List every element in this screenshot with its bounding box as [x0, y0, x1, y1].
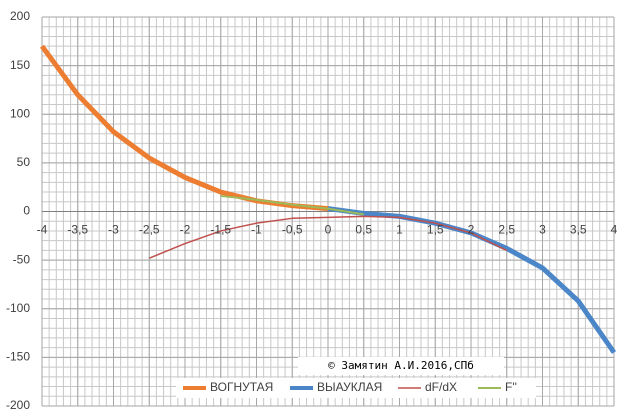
y-tick-label: -50	[13, 252, 31, 266]
y-tick-label: 100	[10, 106, 30, 120]
x-tick-label: -1,5	[210, 223, 231, 237]
x-tick-label: 0,5	[355, 223, 372, 237]
plot	[39, 44, 617, 354]
grid	[41, 16, 615, 407]
x-tick-label: 2	[468, 223, 475, 237]
y-tick-label: 0	[23, 204, 30, 218]
x-tick-label: 1,5	[427, 223, 444, 237]
y-tick-label: 150	[10, 58, 30, 72]
y-tick-label: -150	[6, 350, 30, 364]
x-tick-label: 3,5	[570, 223, 587, 237]
y-tick-label: 200	[10, 9, 30, 23]
series-line	[148, 215, 508, 259]
x-tick-label: -1	[251, 223, 262, 237]
x-tick-label: 0	[325, 223, 332, 237]
legend: ВОГНУТАЯ ВЫАУКЛАЯ dF/dX F''	[176, 378, 536, 398]
x-tick-label: 3	[539, 223, 546, 237]
x-tick-label: -3,5	[67, 223, 88, 237]
labels: -4 -3,5 -3 -2,5 -2 -1,5 -1 -0,5 0 0,5 1 1,5 2 2,5 3 3,5…	[6, 9, 618, 412]
annotation-box	[298, 357, 504, 375]
series-line	[220, 194, 364, 216]
annotation: © Замятин А.И.2016,СПб	[328, 359, 474, 372]
legend-label: dF/dX	[425, 380, 457, 394]
x-tick-label: 4	[611, 223, 618, 237]
y-tick-label: -200	[6, 398, 30, 412]
legend-label: ВЫАУКЛАЯ	[317, 380, 382, 394]
x-tick-label: 2,5	[498, 223, 515, 237]
x-tick-label: -4	[37, 223, 48, 237]
legend-box	[176, 378, 536, 398]
x-tick-label: 1	[396, 223, 403, 237]
legend-label: F''	[505, 380, 517, 394]
y-tick-label: 50	[17, 155, 31, 169]
x-tick-label: -0,5	[282, 223, 303, 237]
y-tick-label: -100	[6, 301, 30, 315]
x-tick-label: -3	[108, 223, 119, 237]
x-tick-label: -2,5	[139, 223, 160, 237]
x-tick-label: -2	[180, 223, 191, 237]
legend-label: ВОГНУТАЯ	[210, 380, 273, 394]
